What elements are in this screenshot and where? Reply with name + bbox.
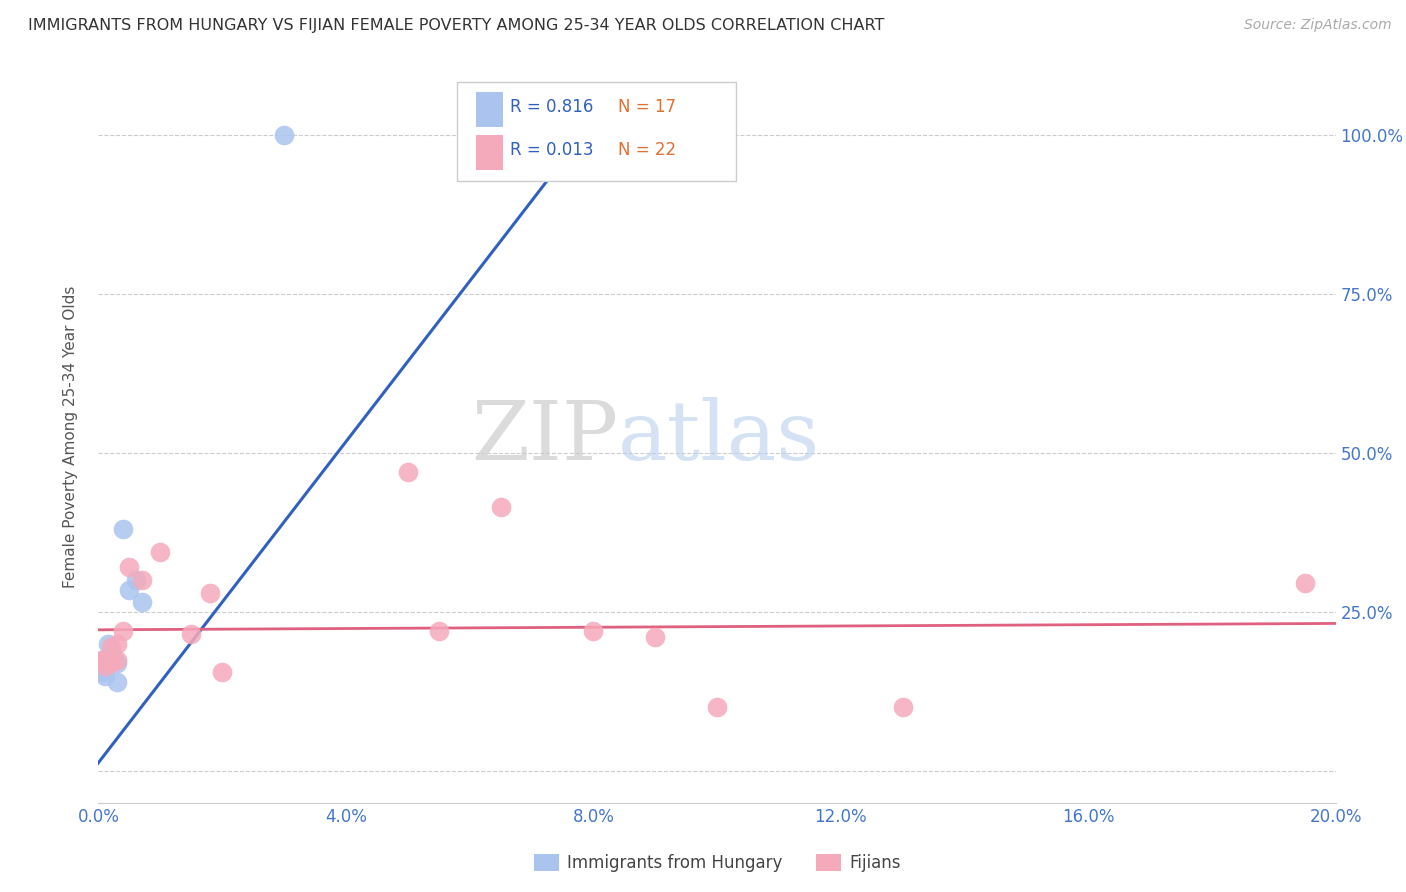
Point <box>131 595 153 609</box>
FancyBboxPatch shape <box>457 82 735 181</box>
Text: R = 0.013: R = 0.013 <box>510 141 593 159</box>
FancyBboxPatch shape <box>475 92 503 128</box>
Point <box>427 624 450 638</box>
Point <box>112 522 135 536</box>
Point <box>93 668 115 682</box>
Text: atlas: atlas <box>619 397 820 477</box>
Point <box>198 586 221 600</box>
Point <box>180 627 202 641</box>
Point <box>211 665 233 680</box>
Point <box>706 700 728 714</box>
Point <box>93 656 115 670</box>
Point <box>644 631 666 645</box>
Text: R = 0.816: R = 0.816 <box>510 98 593 116</box>
Point <box>118 560 141 574</box>
Point <box>105 653 128 667</box>
Point <box>508 128 530 142</box>
Point <box>100 656 122 670</box>
Point <box>551 128 574 142</box>
Legend: Immigrants from Hungary, Fijians: Immigrants from Hungary, Fijians <box>527 847 907 879</box>
Point <box>273 128 295 142</box>
Point <box>100 653 122 667</box>
Text: N = 22: N = 22 <box>619 141 676 159</box>
Point <box>93 659 115 673</box>
Y-axis label: Female Poverty Among 25-34 Year Olds: Female Poverty Among 25-34 Year Olds <box>63 286 77 588</box>
Point <box>124 573 146 587</box>
Point <box>489 500 512 514</box>
Point <box>582 624 605 638</box>
Text: Source: ZipAtlas.com: Source: ZipAtlas.com <box>1244 18 1392 32</box>
FancyBboxPatch shape <box>475 135 503 170</box>
Point <box>105 656 128 670</box>
Point <box>131 573 153 587</box>
Point <box>105 637 128 651</box>
Text: IMMIGRANTS FROM HUNGARY VS FIJIAN FEMALE POVERTY AMONG 25-34 YEAR OLDS CORRELATI: IMMIGRANTS FROM HUNGARY VS FIJIAN FEMALE… <box>28 18 884 33</box>
Point <box>100 646 122 660</box>
Point <box>118 582 141 597</box>
Point <box>105 675 128 690</box>
Point <box>90 665 112 680</box>
Point <box>93 659 115 673</box>
Point <box>97 637 120 651</box>
Point <box>100 640 122 654</box>
Point <box>90 653 112 667</box>
Point <box>90 653 112 667</box>
Point <box>112 624 135 638</box>
Point <box>891 700 914 714</box>
Point <box>149 544 172 558</box>
Text: ZIP: ZIP <box>471 397 619 477</box>
Point <box>396 465 419 479</box>
Point <box>93 653 115 667</box>
Text: N = 17: N = 17 <box>619 98 676 116</box>
Point <box>1294 576 1316 591</box>
